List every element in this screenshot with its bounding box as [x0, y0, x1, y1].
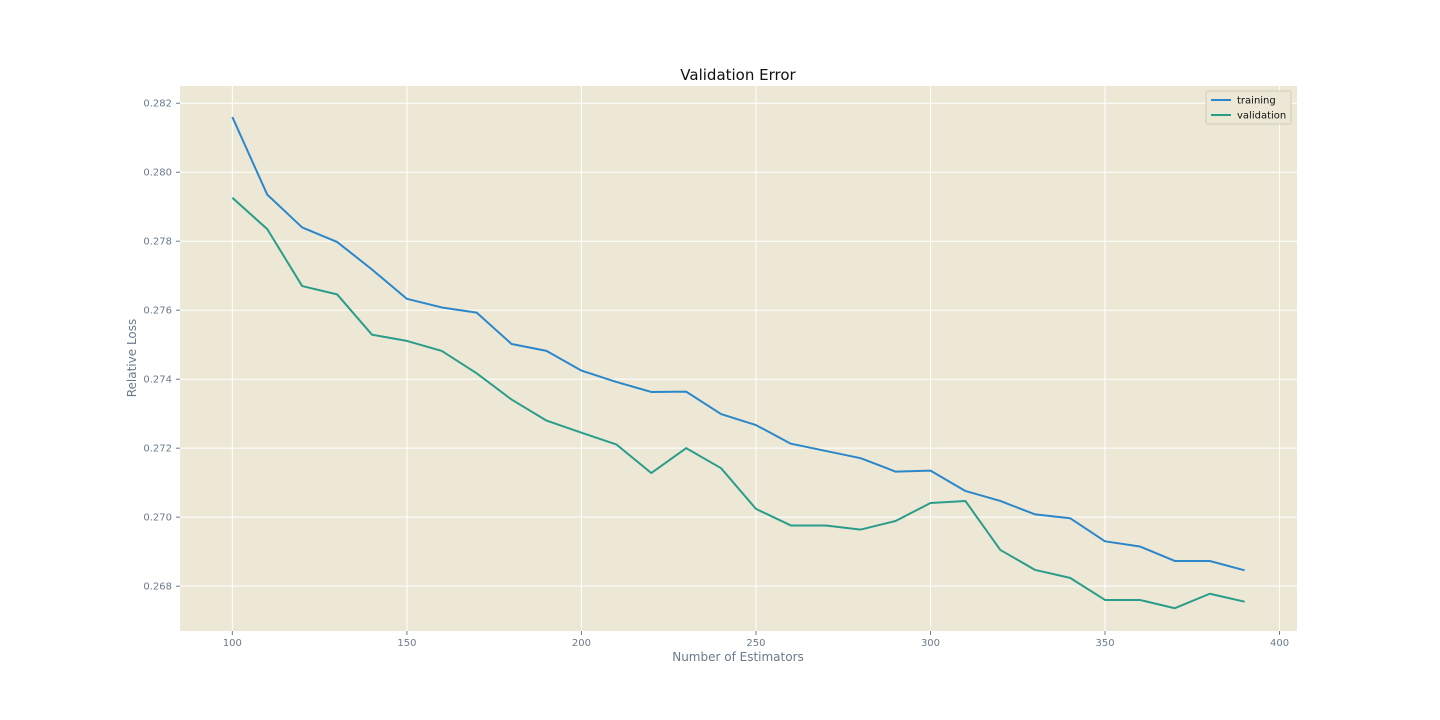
y-tick-label: 0.276	[143, 306, 172, 317]
x-tick-label: 350	[1095, 638, 1114, 649]
x-tick-label: 100	[223, 638, 242, 649]
chart-title: Validation Error	[680, 66, 796, 84]
x-tick-label: 150	[397, 638, 416, 649]
legend-label-training: training	[1237, 96, 1276, 107]
legend: training validation	[1205, 90, 1292, 125]
series-line-training	[231, 116, 1245, 572]
y-tick-label: 0.278	[143, 237, 172, 248]
y-tick-label: 0.270	[143, 513, 172, 524]
y-axis: 0.268 0.270 0.272 0.274 0.276 0.278 0.280 0.282	[143, 99, 180, 593]
y-tick-label: 0.268	[143, 582, 172, 593]
x-axis-label: Number of Estimators	[672, 650, 804, 664]
series-line-validation	[231, 197, 1245, 610]
series-lines	[231, 116, 1245, 610]
x-axis: 100 150 200 250 300 350 400	[223, 631, 1289, 649]
y-tick-label: 0.274	[143, 375, 172, 386]
y-tick-label: 0.272	[143, 444, 172, 455]
x-tick-label: 300	[921, 638, 940, 649]
legend-label-validation: validation	[1237, 111, 1286, 122]
grid	[180, 86, 1297, 631]
y-tick-label: 0.282	[143, 99, 172, 110]
x-tick-label: 200	[572, 638, 591, 649]
y-axis-label: Relative Loss	[125, 319, 139, 398]
x-tick-label: 400	[1270, 638, 1289, 649]
plot-background	[180, 86, 1297, 631]
y-tick-label: 0.280	[143, 168, 172, 179]
x-tick-label: 250	[746, 638, 765, 649]
